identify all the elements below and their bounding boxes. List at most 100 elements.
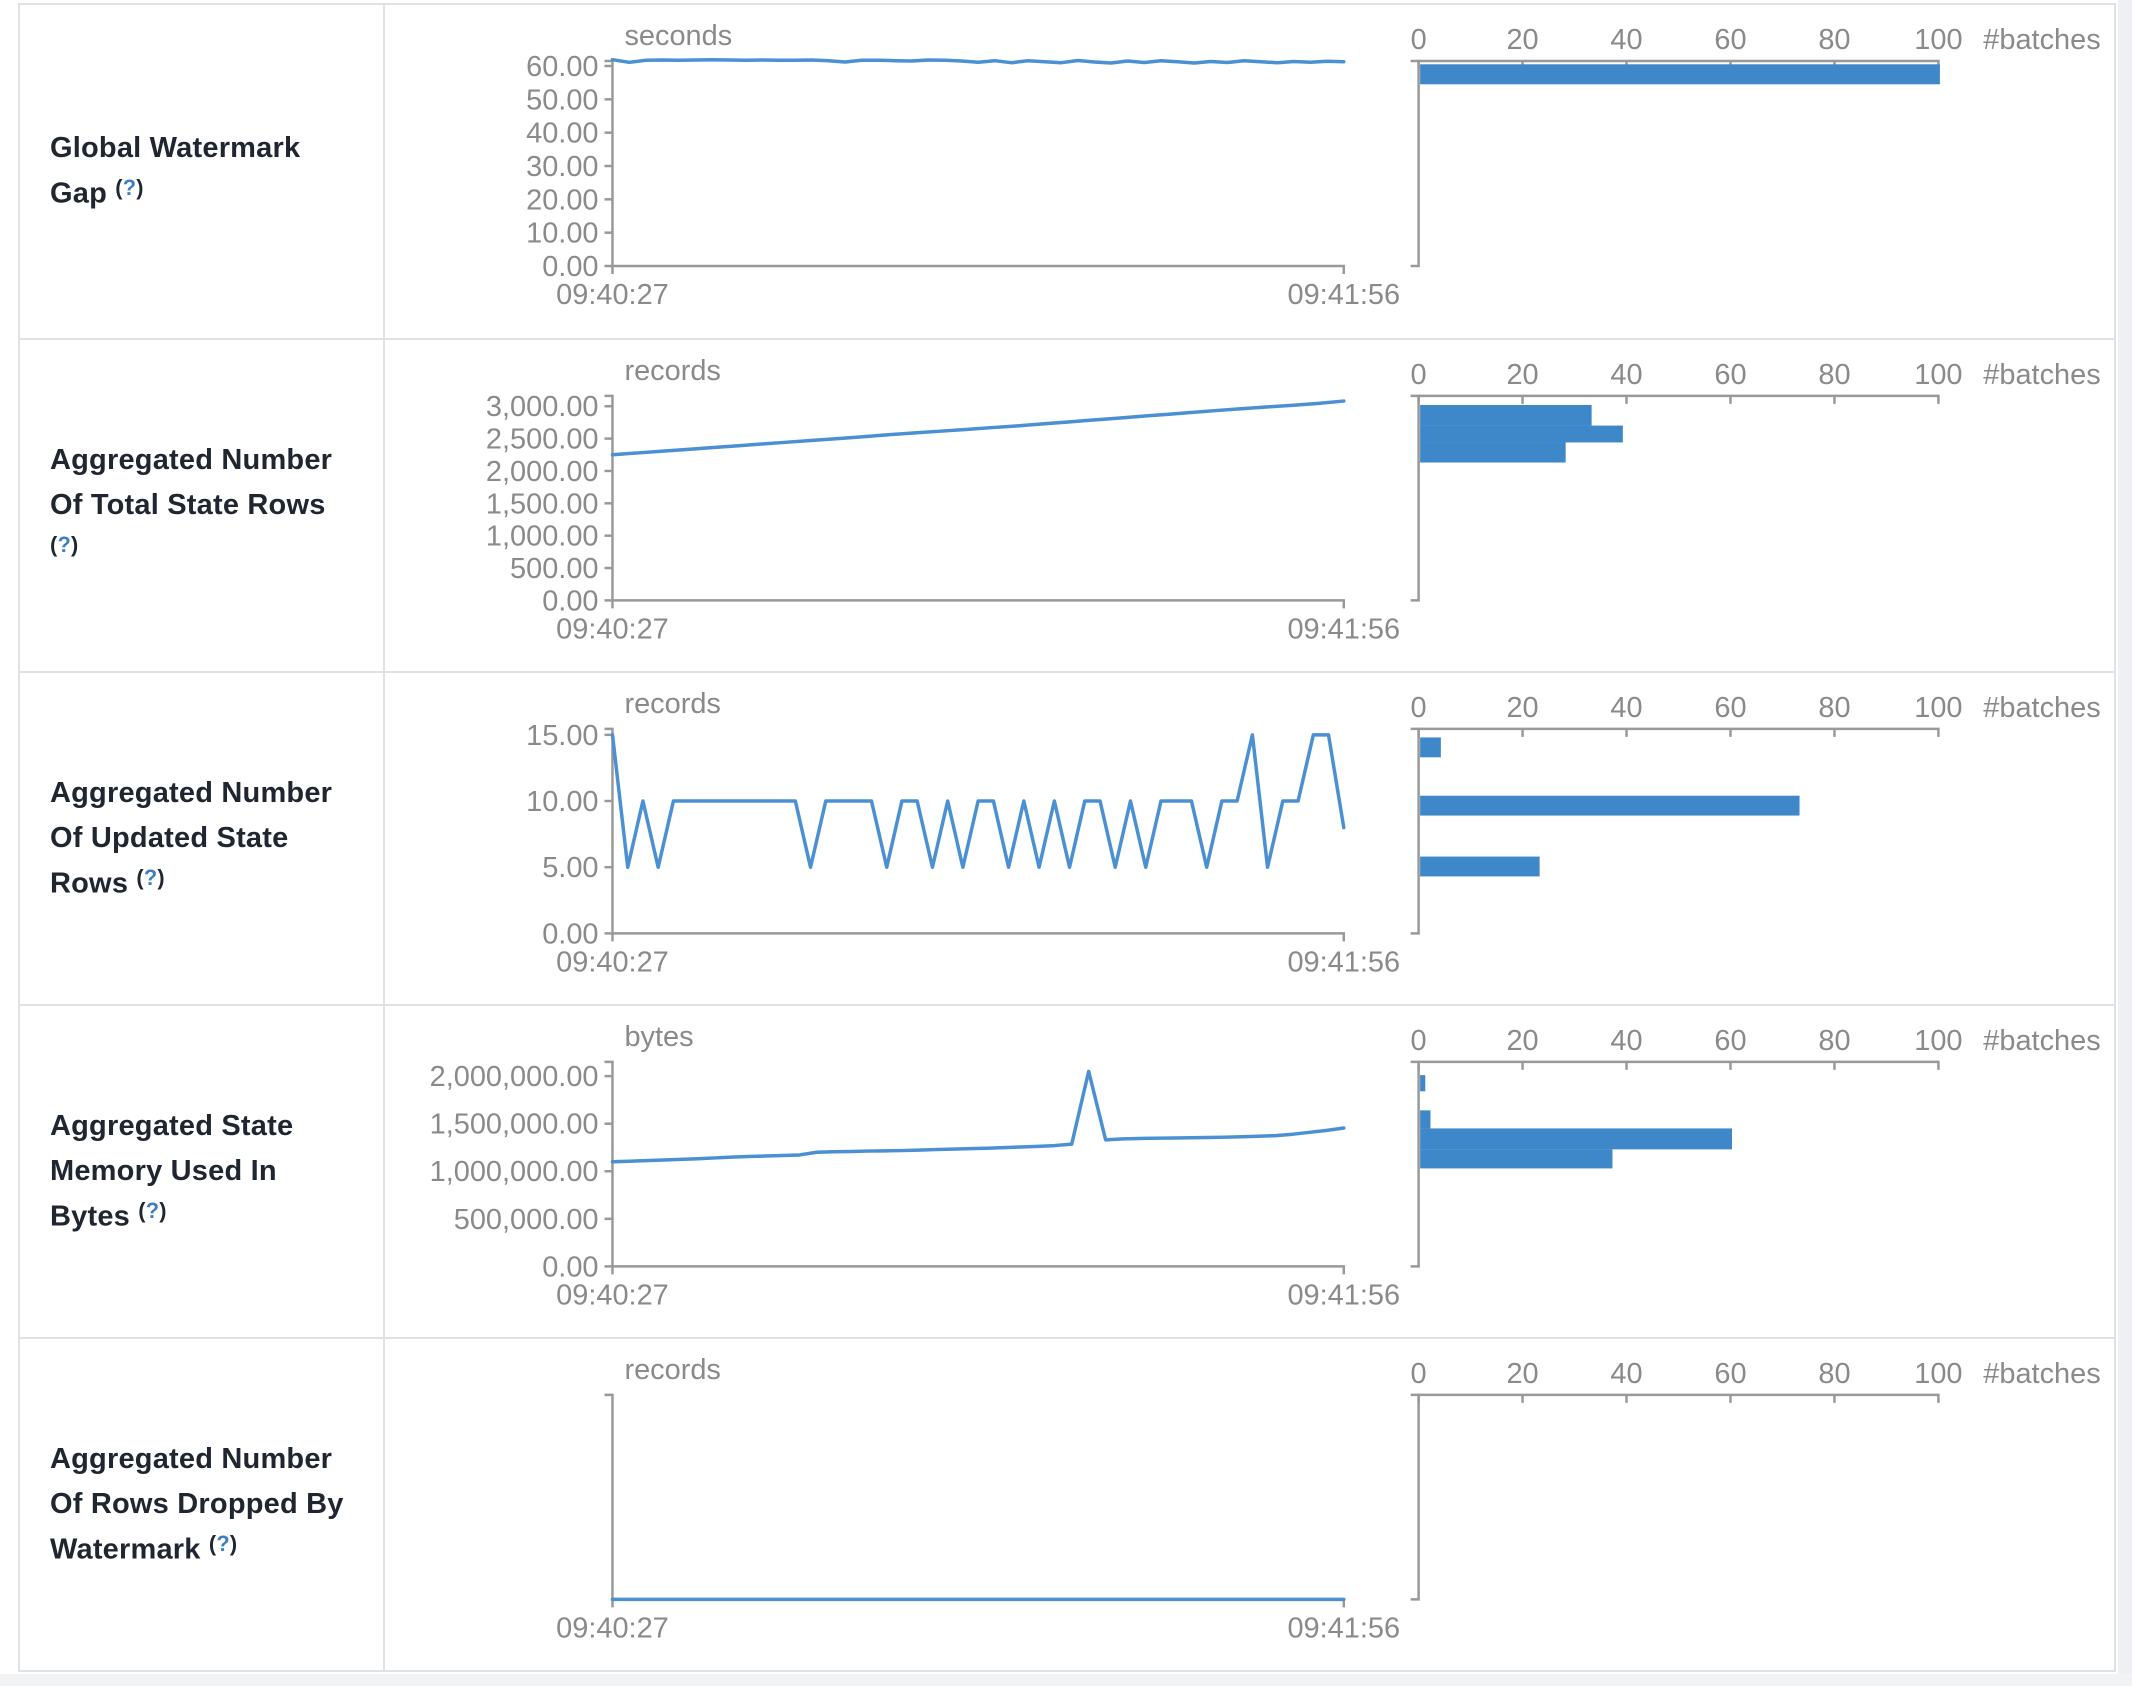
timeline-y-axis	[604, 1393, 614, 1600]
x-axis-start-label: 09:40:27	[556, 1612, 669, 1644]
hist-tick-label: 100	[1914, 359, 1962, 391]
metric-label: Global Watermark Gap (?)	[50, 126, 361, 216]
histogram-bar	[1420, 737, 1441, 758]
help-link[interactable]: ?	[122, 175, 137, 201]
timeline-x-axis	[611, 1265, 1346, 1275]
batches-axis-label: #batches	[1983, 692, 2100, 724]
y-tick-label: 0.00	[542, 918, 598, 950]
metric-charts-cell: records 3,000.00 2,500.00 2,000.00 1,500.00 1…	[385, 340, 2114, 672]
y-tick-label: 10.00	[526, 786, 598, 818]
timeline-x-axis	[611, 264, 1346, 274]
x-axis-start-label: 09:40:27	[556, 613, 669, 645]
metric-row: Aggregated Number Of Rows Dropped By Wat…	[20, 1337, 2114, 1672]
histogram-bar	[1420, 64, 1940, 85]
help-link[interactable]: ?	[57, 532, 71, 558]
x-axis-end-label: 09:41:56	[1287, 613, 1400, 645]
histogram-x-axis	[1417, 1393, 1940, 1403]
histogram-y-axis	[1410, 394, 1420, 602]
hist-tick-label: 40	[1610, 1358, 1642, 1390]
y-tick-label: 5.00	[542, 852, 598, 884]
hist-tick-label: 60	[1714, 1025, 1746, 1057]
histogram-y-axis	[1410, 727, 1420, 935]
y-tick-label: 1,000.00	[486, 521, 599, 553]
y-tick-label: 60.00	[526, 51, 598, 83]
hist-tick-label: 100	[1914, 692, 1962, 724]
batches-axis-label: #batches	[1983, 24, 2100, 56]
metric-label-cell: Global Watermark Gap (?)	[20, 5, 385, 338]
hist-tick-label: 20	[1506, 1358, 1538, 1390]
metric-charts-cell: bytes 2,000,000.00 1,500,000.00 1,000,000.0…	[385, 1006, 2114, 1338]
metric-label-text: Global Watermark Gap	[50, 132, 301, 210]
hist-tick-label: 40	[1610, 359, 1642, 391]
histogram-bar	[1420, 1110, 1431, 1129]
y-tick-label: 1,500.00	[486, 488, 599, 520]
histogram-chart: 0 20 40 60 80 100 #batches	[1411, 24, 2101, 268]
hist-tick-label: 40	[1610, 24, 1642, 56]
metric-label-text: Aggregated State Memory Used In Bytes	[50, 1110, 294, 1233]
row-charts-svg: seconds 60.0050.0040.0030.0020.0010.000.0…	[526, 20, 2101, 311]
hist-tick-label: 60	[1714, 24, 1746, 56]
hist-tick-label: 60	[1714, 692, 1746, 724]
chart-unit-title: bytes	[624, 1021, 693, 1053]
y-tick-label: 15.00	[526, 720, 598, 752]
help-parentheses: (?)	[115, 175, 144, 201]
hist-tick-label: 80	[1818, 24, 1850, 56]
metric-label: Aggregated Number Of Rows Dropped By Wat…	[50, 1437, 361, 1572]
help-link[interactable]: ?	[216, 1531, 230, 1557]
y-tick-label: 500,000.00	[454, 1204, 599, 1236]
metric-label-text: Aggregated Number Of Updated State Rows	[50, 777, 333, 900]
metric-row: Aggregated Number Of Total State Rows (?…	[20, 338, 2114, 673]
chart-unit-title: records	[624, 355, 720, 387]
histogram-y-axis	[1410, 1393, 1420, 1601]
page-right-margin	[2118, 0, 2132, 1686]
metric-charts-cell: records 15.00 10.00 5.00 0.00 09:40:27 09:41:5…	[385, 673, 2114, 1005]
hist-tick-label: 80	[1818, 359, 1850, 391]
metric-label: Aggregated State Memory Used In Bytes (?…	[50, 1104, 361, 1239]
chart-unit-title: records	[624, 688, 720, 720]
hist-tick-label: 40	[1610, 692, 1642, 724]
y-tick-label: 0.00	[542, 251, 598, 283]
y-tick-label: 0.00	[542, 585, 598, 617]
hist-tick-label: 20	[1506, 24, 1538, 56]
histogram-bar	[1420, 1128, 1732, 1150]
timeline-y-axis	[604, 1060, 614, 1267]
metric-row: Aggregated State Memory Used In Bytes (?…	[20, 1004, 2114, 1339]
hist-tick-label: 40	[1610, 1025, 1642, 1057]
histogram-bar	[1420, 1149, 1613, 1169]
timeline-line	[610, 399, 1346, 457]
histogram-bar	[1420, 856, 1540, 877]
hist-tick-label: 100	[1914, 1358, 1962, 1390]
histogram-chart: 0 20 40 60 80 100 #batches	[1410, 1025, 2101, 1268]
help-link[interactable]: ?	[145, 1198, 160, 1224]
row-charts-svg: bytes 2,000,000.00 1,500,000.00 1,000,000.0…	[430, 1021, 2101, 1311]
histogram-bar	[1420, 404, 1592, 426]
histogram-y-axis	[1410, 1060, 1420, 1268]
chart-unit-title: seconds	[624, 20, 732, 52]
hist-tick-label: 20	[1506, 359, 1538, 391]
row-charts-svg: records 09:40:27 09:41:56 0 20 40 60 80 100 #batc…	[556, 1354, 2101, 1644]
hist-tick-label: 100	[1914, 1025, 1962, 1057]
y-tick-label: 1,000,000.00	[430, 1156, 599, 1188]
y-tick-label: 3,000.00	[486, 391, 599, 423]
hist-tick-label: 100	[1914, 24, 1962, 56]
hist-tick-label: 80	[1818, 1358, 1850, 1390]
hist-tick-label: 60	[1714, 359, 1746, 391]
histogram-bar	[1420, 442, 1566, 463]
batches-axis-label: #batches	[1983, 1358, 2100, 1390]
histogram-chart: 0 20 40 60 80 100 #batches	[1410, 1358, 2101, 1601]
metric-label-text: Aggregated Number Of Rows Dropped By Wat…	[50, 1443, 344, 1566]
y-tick-label: 0.00	[542, 1251, 598, 1283]
histogram-chart: 0 20 40 60 80 100 #batches	[1410, 692, 2101, 935]
timeline-chart: bytes 2,000,000.00 1,500,000.00 1,000,000.0…	[430, 1021, 1400, 1311]
metric-charts-cell: records 09:40:27 09:41:56 0 20 40 60 80 100 #batc…	[385, 1339, 2114, 1671]
page-bottom-margin	[0, 1674, 2132, 1686]
metric-label: Aggregated Number Of Updated State Rows …	[50, 771, 361, 906]
x-axis-end-label: 09:41:56	[1287, 1279, 1400, 1311]
hist-tick-label: 80	[1818, 1025, 1850, 1057]
timeline-chart: seconds 60.0050.0040.0030.0020.0010.000.0…	[526, 20, 1400, 311]
hist-tick-label: 0	[1411, 359, 1427, 391]
help-link[interactable]: ?	[143, 865, 158, 891]
